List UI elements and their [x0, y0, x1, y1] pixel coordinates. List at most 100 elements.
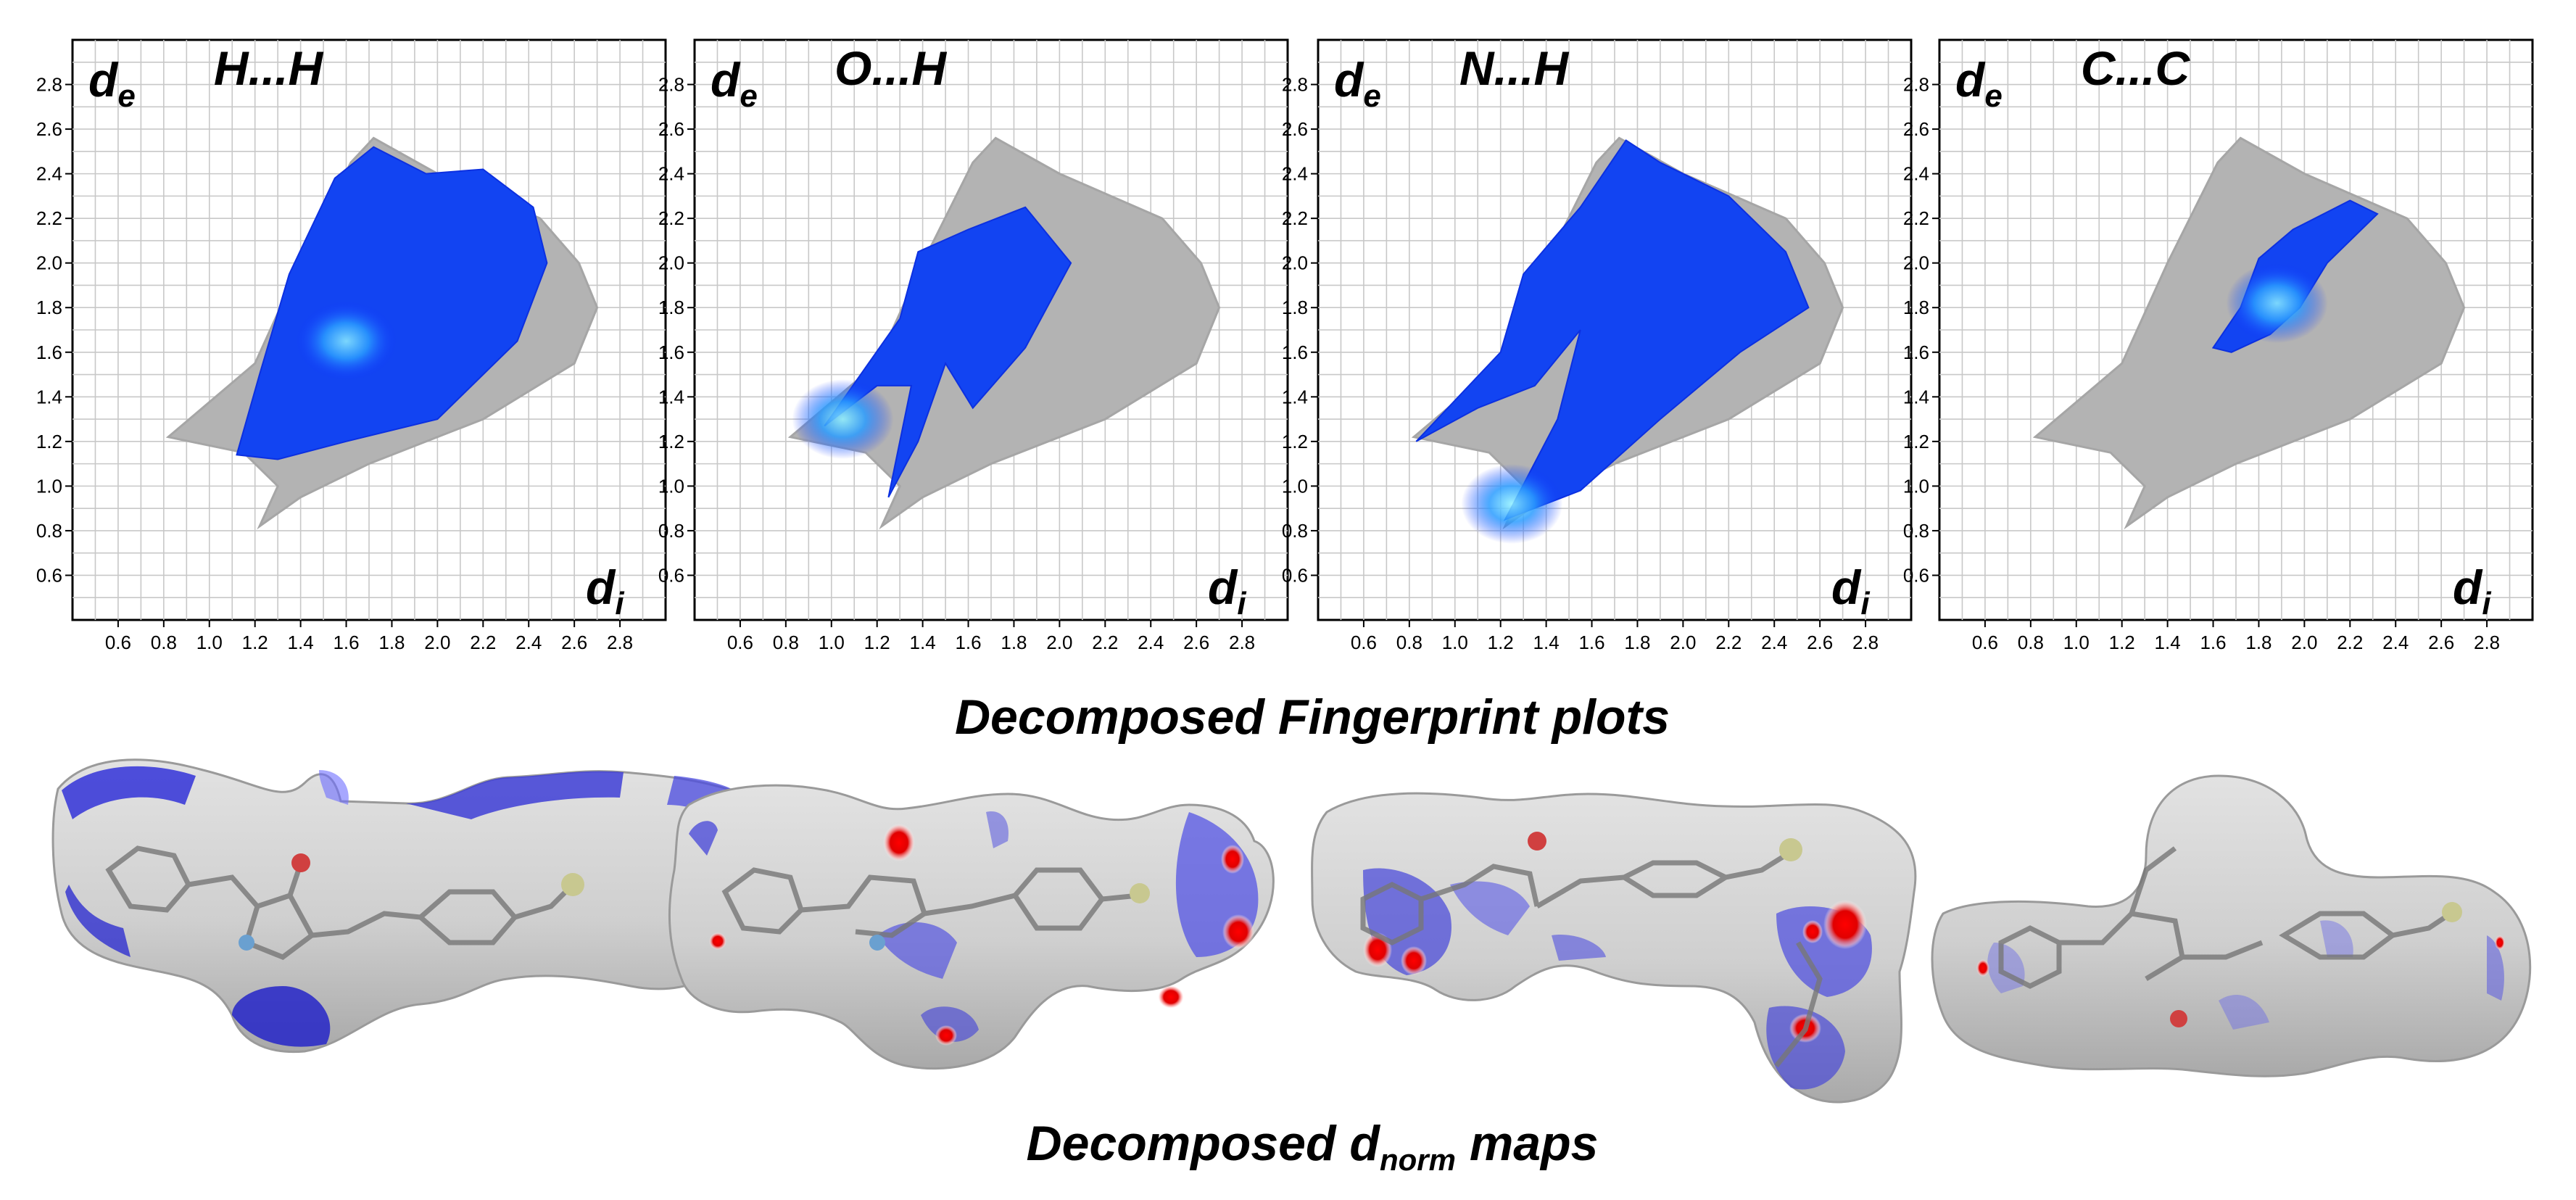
- y-tick-label: 1.6: [1903, 342, 1929, 363]
- y-tick-label: 0.8: [36, 520, 62, 542]
- panel-title: N...H: [1459, 41, 1570, 95]
- y-axis-label: de: [711, 53, 758, 114]
- x-axis-label-sub: i: [615, 586, 624, 621]
- y-tick-label: 2.4: [1282, 163, 1308, 185]
- x-tick-label: 0.6: [1351, 632, 1377, 653]
- y-tick-label: 2.6: [36, 118, 62, 140]
- y-tick-label: 1.8: [658, 297, 684, 318]
- y-tick-label: 2.2: [1903, 207, 1929, 229]
- x-tick-label: 1.6: [333, 632, 359, 653]
- x-axis-label: di: [586, 560, 624, 621]
- y-tick-label: 1.4: [1282, 386, 1308, 407]
- x-tick-label: 2.6: [561, 632, 587, 653]
- x-tick-label: 1.2: [1488, 632, 1514, 653]
- x-tick-label: 2.4: [1761, 632, 1787, 653]
- y-tick-label: 2.4: [658, 163, 684, 185]
- y-axis-label-main: d: [711, 53, 741, 107]
- y-axis-label-main: d: [1334, 53, 1364, 107]
- density-hotspot: [1461, 464, 1563, 544]
- y-tick-label: 0.6: [36, 564, 62, 586]
- y-tick-label: 0.6: [1903, 564, 1929, 586]
- y-tick-label: 2.8: [36, 74, 62, 96]
- contact-fingerprint-region: [236, 146, 548, 460]
- panel-title: O...H: [834, 41, 947, 95]
- x-axis-label: di: [2453, 560, 2491, 621]
- y-axis-label: de: [1955, 53, 2003, 114]
- y-tick-label: 2.6: [1903, 118, 1929, 140]
- density-hotspot: [792, 379, 894, 460]
- y-tick-label: 1.0: [36, 475, 62, 497]
- fingerprint-plot-n-h: 0.6 0.8 1.0 1.2 1.4 1.6 1.8 2.0 2.2 2.4 2.6 2.8 0.6 0…: [1282, 38, 1913, 653]
- x-tick-label: 1.8: [2245, 632, 2271, 653]
- x-tick-label: 1.4: [1533, 632, 1560, 653]
- x-tick-label: 0.8: [151, 632, 177, 653]
- y-tick-label: 1.8: [36, 297, 62, 318]
- x-axis-label-main: d: [1208, 560, 1238, 614]
- y-tick-label: 2.0: [1282, 252, 1308, 274]
- x-tick-label: 2.4: [2382, 632, 2409, 653]
- fingerprint-plot-o-h: 0.6 0.8 1.0 1.2 1.4 1.6 1.8 2.0 2.2 2.4 2.6 2.8 0.6 0…: [658, 38, 1289, 653]
- y-axis-label-sub: e: [117, 78, 135, 114]
- y-tick-label: 0.8: [1282, 520, 1308, 542]
- x-tick-label: 1.0: [1442, 632, 1468, 653]
- x-tick-label: 2.4: [515, 632, 542, 653]
- fingerprint-caption: Decomposed Fingerprint plots: [955, 690, 1670, 745]
- x-tick-label: 2.2: [1715, 632, 1742, 653]
- y-tick-label: 2.4: [1903, 163, 1929, 185]
- x-tick-label: 2.8: [1852, 632, 1879, 653]
- contact-fingerprint-region: [824, 206, 1072, 498]
- y-axis-label-main: d: [88, 53, 119, 107]
- x-tick-label: 2.2: [470, 632, 496, 653]
- fingerprint-plot-c-c: 0.6 0.8 1.0 1.2 1.4 1.6 1.8 2.0 2.2 2.4 2.6 2.8 0.6 0…: [1903, 38, 2534, 653]
- x-axis-label-sub: i: [1237, 586, 1246, 621]
- x-tick-label: 1.8: [378, 632, 405, 653]
- x-tick-label: 0.6: [1972, 632, 1998, 653]
- y-tick-label: 1.0: [658, 475, 684, 497]
- x-tick-label: 2.8: [607, 632, 633, 653]
- y-tick-label: 1.0: [1903, 475, 1929, 497]
- x-tick-label: 2.0: [1670, 632, 1696, 653]
- x-tick-label: 2.8: [2474, 632, 2500, 653]
- x-tick-label: 1.6: [2200, 632, 2226, 653]
- dnorm-map-n-h: [1311, 792, 1917, 1104]
- dnorm-map-c-c: [1931, 774, 2532, 1077]
- x-tick-label: 1.8: [1001, 632, 1027, 653]
- y-tick-label: 1.4: [658, 386, 684, 407]
- density-hotspot: [2226, 263, 2328, 344]
- x-tick-label: 2.4: [1138, 632, 1164, 653]
- y-tick-label: 0.6: [658, 564, 684, 586]
- y-tick-label: 2.4: [36, 163, 62, 185]
- y-tick-label: 0.8: [658, 520, 684, 542]
- x-tick-label: 0.8: [1396, 632, 1422, 653]
- x-axis-label-main: d: [586, 560, 616, 614]
- x-tick-label: 2.8: [1229, 632, 1255, 653]
- x-tick-label: 1.0: [196, 632, 223, 653]
- y-tick-label: 2.8: [1282, 74, 1308, 96]
- x-axis-label-main: d: [2453, 560, 2483, 614]
- y-tick-label: 1.6: [36, 342, 62, 363]
- y-tick-label: 2.2: [658, 207, 684, 229]
- y-tick-label: 1.4: [36, 386, 62, 407]
- y-tick-label: 2.0: [658, 252, 684, 274]
- y-tick-label: 2.6: [658, 118, 684, 140]
- x-tick-label: 1.6: [1578, 632, 1604, 653]
- x-tick-label: 2.2: [2337, 632, 2363, 653]
- y-tick-label: 2.0: [1903, 252, 1929, 274]
- y-tick-label: 1.2: [1282, 431, 1308, 452]
- x-tick-label: 2.0: [2291, 632, 2317, 653]
- dnorm-map-o-h: [668, 784, 1275, 1070]
- y-tick-label: 2.6: [1282, 118, 1308, 140]
- x-tick-label: 2.6: [1807, 632, 1833, 653]
- x-axis-label-sub: i: [1860, 586, 1870, 621]
- y-tick-label: 2.0: [36, 252, 62, 274]
- dnorm-caption-sub: norm: [1380, 1143, 1456, 1177]
- x-tick-label: 0.6: [727, 632, 753, 653]
- x-tick-label: 1.8: [1624, 632, 1650, 653]
- y-axis-label-main: d: [1955, 53, 1986, 107]
- y-axis-label: de: [1334, 53, 1381, 114]
- y-tick-label: 1.8: [1282, 297, 1308, 318]
- dnorm-map-h-h: [51, 758, 866, 1054]
- x-axis-label-main: d: [1831, 560, 1862, 614]
- x-tick-label: 0.6: [105, 632, 131, 653]
- x-axis-label-sub: i: [2482, 586, 2491, 621]
